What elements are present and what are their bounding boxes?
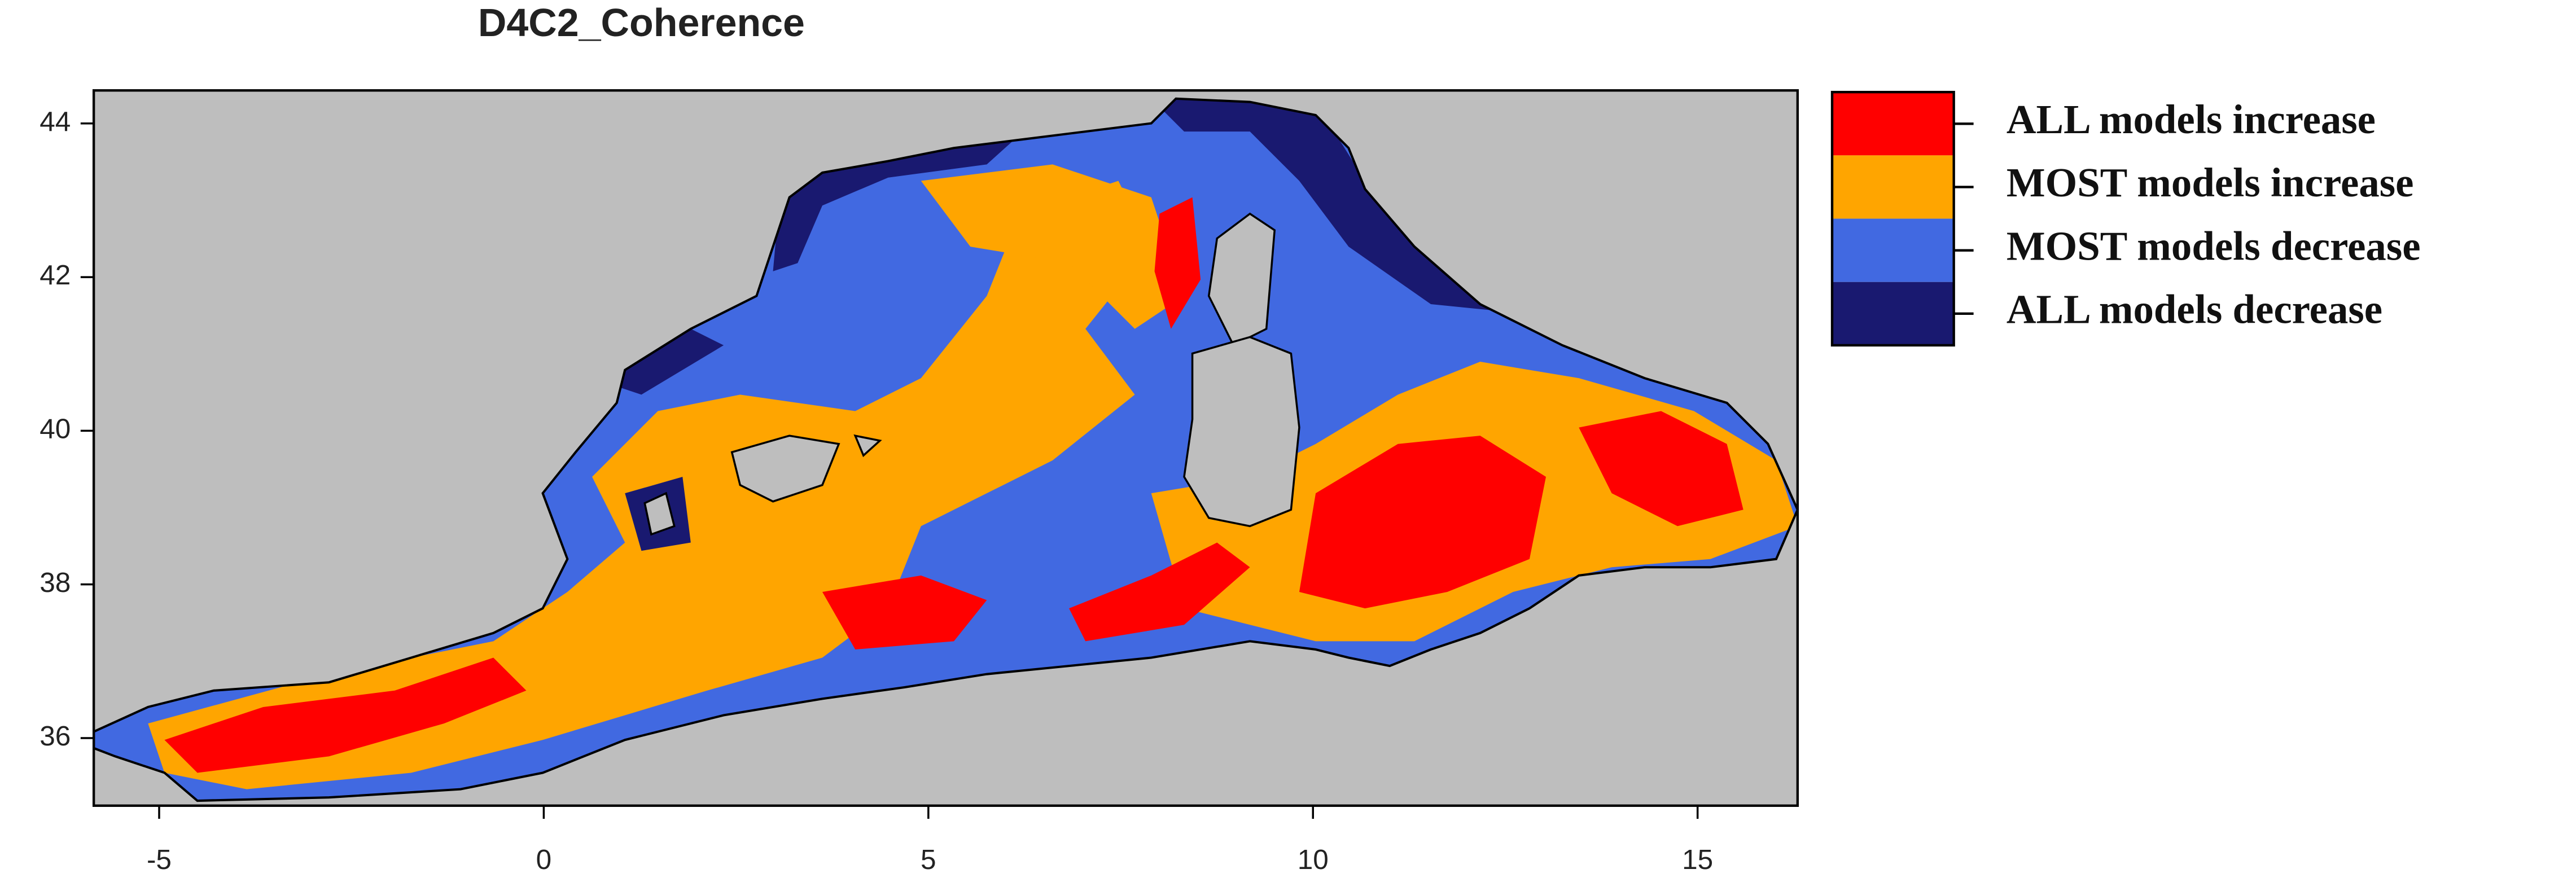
region	[1151, 98, 1513, 313]
legend-label: MOST models decrease	[2007, 223, 2421, 269]
legend-swatch	[1832, 155, 1954, 219]
region	[1579, 411, 1743, 526]
legend-swatch	[1832, 218, 1954, 282]
legend-swatch	[1832, 282, 1954, 345]
x-tick-label: -5	[147, 844, 172, 875]
region	[148, 181, 1151, 789]
legend-swatch	[1832, 92, 1954, 156]
x-tick-label: 15	[1682, 844, 1713, 875]
island	[1183, 336, 1300, 528]
region	[1069, 542, 1250, 642]
region	[592, 328, 724, 395]
y-tick-label: 36	[40, 721, 71, 752]
y-tick-label: 38	[40, 567, 71, 598]
y-tick-label: 42	[40, 260, 71, 291]
region	[1154, 197, 1201, 329]
plot-frame	[92, 89, 1799, 807]
legend-label: MOST models increase	[2007, 160, 2414, 205]
legend: ALL models increase MOST models increase M…	[1830, 90, 2421, 347]
region	[164, 657, 527, 773]
island	[730, 434, 840, 503]
x-tick-label: 0	[536, 844, 552, 875]
legend-frame	[1830, 90, 1955, 347]
chart-title: D4C2_Coherence	[478, 1, 805, 45]
region	[822, 575, 987, 649]
x-tick-label: 5	[921, 844, 936, 875]
region	[921, 164, 1184, 329]
y-tick-label: 44	[40, 106, 71, 137]
legend-label: ALL models increase	[2007, 96, 2376, 142]
island	[1207, 212, 1276, 347]
island	[853, 434, 882, 458]
x-tick-label: 10	[1298, 844, 1329, 875]
region	[1299, 436, 1547, 609]
y-tick-label: 40	[40, 413, 71, 444]
island	[643, 491, 676, 536]
legend-label: ALL models decrease	[2007, 287, 2382, 332]
